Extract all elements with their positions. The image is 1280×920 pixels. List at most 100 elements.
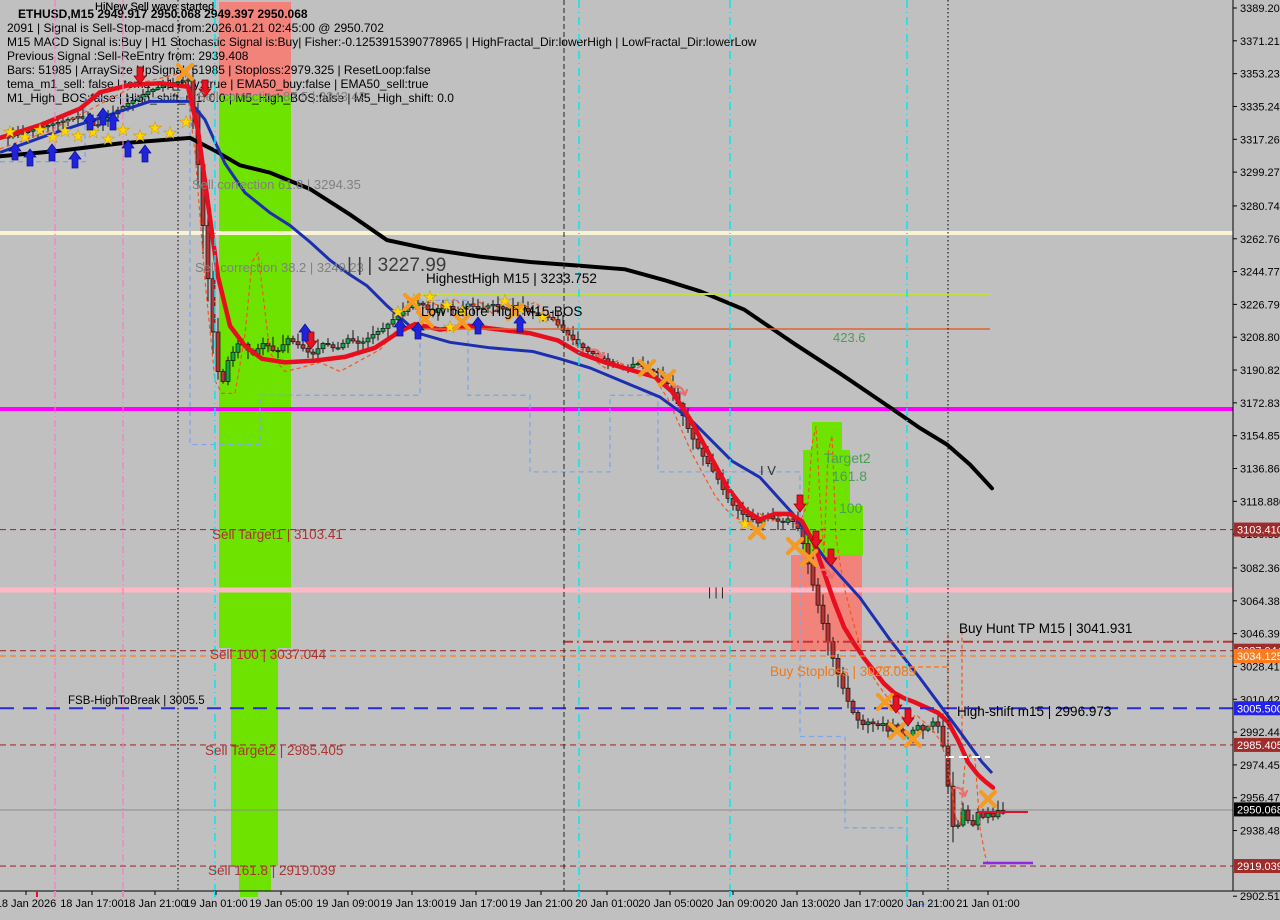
bear-candle: [295, 341, 301, 346]
orange-x-icon: [452, 312, 472, 332]
star-signal-icon: ★: [101, 131, 114, 148]
time-tick-label: 19 Jan 09:00: [316, 898, 380, 910]
bull-candle: [40, 126, 46, 129]
chart-annotation: 161.8: [832, 468, 867, 484]
bear-candle: [585, 347, 591, 352]
info-panel: HiNew Sell wave started ETHUSD,M15 2949.…: [7, 1, 757, 105]
info-line-macd: M15 MACD Signal is:Buy | H1 Stochastic S…: [7, 35, 757, 49]
time-tick-label: 19 Jan 13:00: [380, 898, 444, 910]
sell-arrow-icon: [793, 494, 807, 513]
price-tick-label: 2938.485: [1240, 826, 1280, 838]
orange-x-icon: [903, 729, 923, 749]
buy-arrow-icon: [8, 142, 22, 161]
price-tick-label: 3082.365: [1240, 563, 1280, 575]
price-tick-label: 3371.215: [1240, 36, 1280, 48]
bear-candle: [945, 745, 951, 787]
mid-green-zone-mid: [803, 450, 850, 506]
price-tick-label: 2956.470: [1240, 793, 1280, 805]
chart-annotation: Sell 100 | 3037.044: [210, 647, 327, 662]
bear-candle: [820, 604, 826, 624]
price-tick-label: 2992.440: [1240, 727, 1280, 739]
time-axis-green-mark: [240, 892, 258, 897]
chart-annotation: Sell Target2 | 2985.405: [205, 743, 343, 758]
bear-candle: [875, 723, 881, 726]
price-tick-label: 2902.515: [1240, 891, 1280, 903]
bear-candle: [525, 307, 531, 312]
bear-candle: [310, 351, 316, 355]
bull-candle: [150, 89, 156, 93]
star-signal-icon: ★: [71, 128, 84, 145]
price-tick-label: 3226.790: [1240, 299, 1280, 311]
bull-candle: [285, 338, 291, 346]
sell-arrow-icon: [133, 66, 147, 85]
star-signal-icon: ★: [440, 297, 453, 314]
price-badge-label: 3005.500: [1237, 703, 1280, 715]
orange-x-icon: [978, 789, 998, 809]
bear-candle: [815, 584, 821, 606]
left-red-zone: [219, 2, 291, 96]
bull-candle: [125, 102, 131, 107]
bear-candle: [420, 302, 426, 306]
price-badge: [1234, 701, 1280, 716]
bear-candle: [775, 518, 781, 522]
buy-arrow-icon: [298, 323, 312, 342]
bear-candle: [970, 820, 976, 826]
left-green-zone-c: [239, 866, 271, 891]
bear-candle: [555, 319, 561, 326]
bear-candle: [860, 719, 866, 726]
price-tick-label: 3064.380: [1240, 596, 1280, 608]
info-line-ohlc: ETHUSD,M15 2949.917 2950.068 2949.397 29…: [18, 7, 308, 21]
bear-candle: [220, 371, 226, 382]
star-signal-icon: ★: [148, 120, 161, 137]
bull-candle: [635, 363, 641, 366]
bull-candle: [75, 116, 81, 119]
bear-candle: [450, 306, 456, 310]
bear-candle: [780, 520, 786, 523]
star-signal-icon: ★: [58, 123, 71, 140]
time-tick-label: 18 Jan 2026: [0, 898, 56, 910]
bull-candle: [960, 809, 966, 826]
star-signal-icon: ★: [46, 129, 59, 146]
bull-candle: [175, 81, 181, 84]
star-signal-icon: ★: [163, 125, 176, 142]
bull-candle: [370, 334, 376, 339]
bull-candle: [335, 347, 341, 350]
time-axis[interactable]: 18 Jan 2026 18 Jan 17:00 18 Jan 21:00 19 Ja…: [0, 890, 1280, 910]
bull-candle: [145, 91, 151, 95]
bear-candle: [530, 310, 536, 314]
time-tick-label: 20 Jan 09:00: [701, 898, 765, 910]
bull-candle: [230, 351, 236, 361]
bands-layer: [0, 231, 1233, 811]
bear-candle: [205, 225, 211, 280]
price-badge: [1234, 802, 1280, 817]
time-tick-label: 19 Jan 21:00: [509, 898, 573, 910]
bear-candle: [940, 725, 946, 747]
price-badge-label: 2950.068: [1237, 804, 1280, 816]
bear-candle: [215, 331, 221, 372]
bear-candle: [210, 278, 216, 333]
price-tick-label: 3244.775: [1240, 267, 1280, 279]
star-signal-icon: ★: [738, 516, 751, 533]
bear-candle: [980, 811, 986, 818]
bear-candle: [580, 343, 586, 349]
ema-higher-tf-line: [0, 135, 994, 491]
orange-x-icon: [875, 692, 895, 712]
chart-annotation: | | | 3227.99: [347, 255, 446, 276]
sell-arrow-icon: [889, 695, 903, 714]
chart-annotation: Sell correction 38.2 | 3249.23: [195, 260, 364, 275]
bear-candle: [920, 725, 926, 731]
bear-candle: [825, 623, 831, 642]
left-green-zone-a: [219, 96, 291, 648]
bull-candle: [45, 125, 51, 128]
price-axis[interactable]: 3389.200 3371.215 3353.230 3335.245 3317.260…: [1232, 0, 1280, 903]
price-tick-label: 3172.835: [1240, 398, 1280, 410]
bear-candle: [835, 658, 841, 675]
buy-arrow-icon: [138, 144, 152, 163]
time-tick-label: 18 Jan 21:00: [123, 898, 187, 910]
price-tick-label: 3136.865: [1240, 464, 1280, 476]
bear-candle: [305, 347, 311, 353]
time-tick-label: 18 Jan 17:00: [60, 898, 124, 910]
bear-candle: [935, 721, 941, 727]
